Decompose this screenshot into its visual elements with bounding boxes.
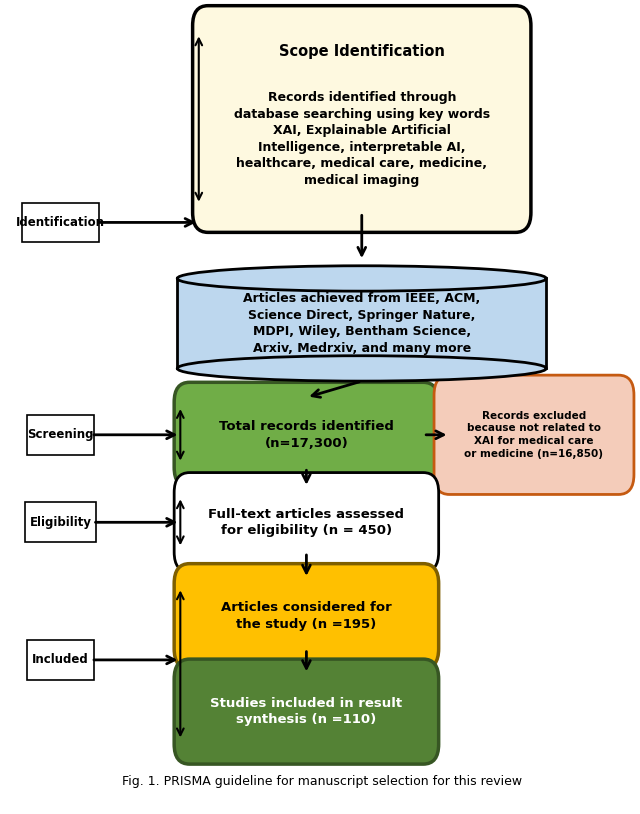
Text: Full-text articles assessed
for eligibility (n = 450): Full-text articles assessed for eligibil…	[209, 508, 404, 537]
FancyBboxPatch shape	[174, 473, 438, 572]
FancyBboxPatch shape	[193, 6, 531, 232]
Text: Fig. 1. PRISMA guideline for manuscript selection for this review: Fig. 1. PRISMA guideline for manuscript …	[122, 775, 522, 788]
Text: Scope Identification: Scope Identification	[279, 44, 445, 59]
Ellipse shape	[177, 356, 547, 381]
Ellipse shape	[177, 266, 547, 291]
Text: Studies included in result
synthesis (n =110): Studies included in result synthesis (n …	[211, 697, 403, 726]
Text: Records excluded
because not related to
XAI for medical care
or medicine (n=16,8: Records excluded because not related to …	[465, 410, 604, 459]
FancyBboxPatch shape	[174, 563, 438, 668]
Text: Screening: Screening	[27, 428, 93, 441]
FancyBboxPatch shape	[174, 659, 438, 764]
Text: Records identified through
database searching using key words
XAI, Explainable A: Records identified through database sear…	[234, 91, 490, 186]
Text: Included: Included	[32, 654, 89, 667]
Text: Total records identified
(n=17,300): Total records identified (n=17,300)	[219, 420, 394, 449]
FancyBboxPatch shape	[174, 383, 438, 488]
FancyBboxPatch shape	[22, 203, 99, 243]
Text: Identification: Identification	[16, 216, 105, 229]
Text: Articles achieved from IEEE, ACM,
Science Direct, Springer Nature,
MDPI, Wiley, : Articles achieved from IEEE, ACM, Scienc…	[243, 292, 481, 355]
FancyBboxPatch shape	[25, 502, 96, 542]
FancyBboxPatch shape	[434, 375, 634, 494]
Text: Eligibility: Eligibility	[29, 516, 92, 529]
Bar	[177, 278, 547, 369]
FancyBboxPatch shape	[26, 640, 94, 680]
FancyBboxPatch shape	[26, 415, 94, 455]
Text: Articles considered for
the study (n =195): Articles considered for the study (n =19…	[221, 602, 392, 631]
